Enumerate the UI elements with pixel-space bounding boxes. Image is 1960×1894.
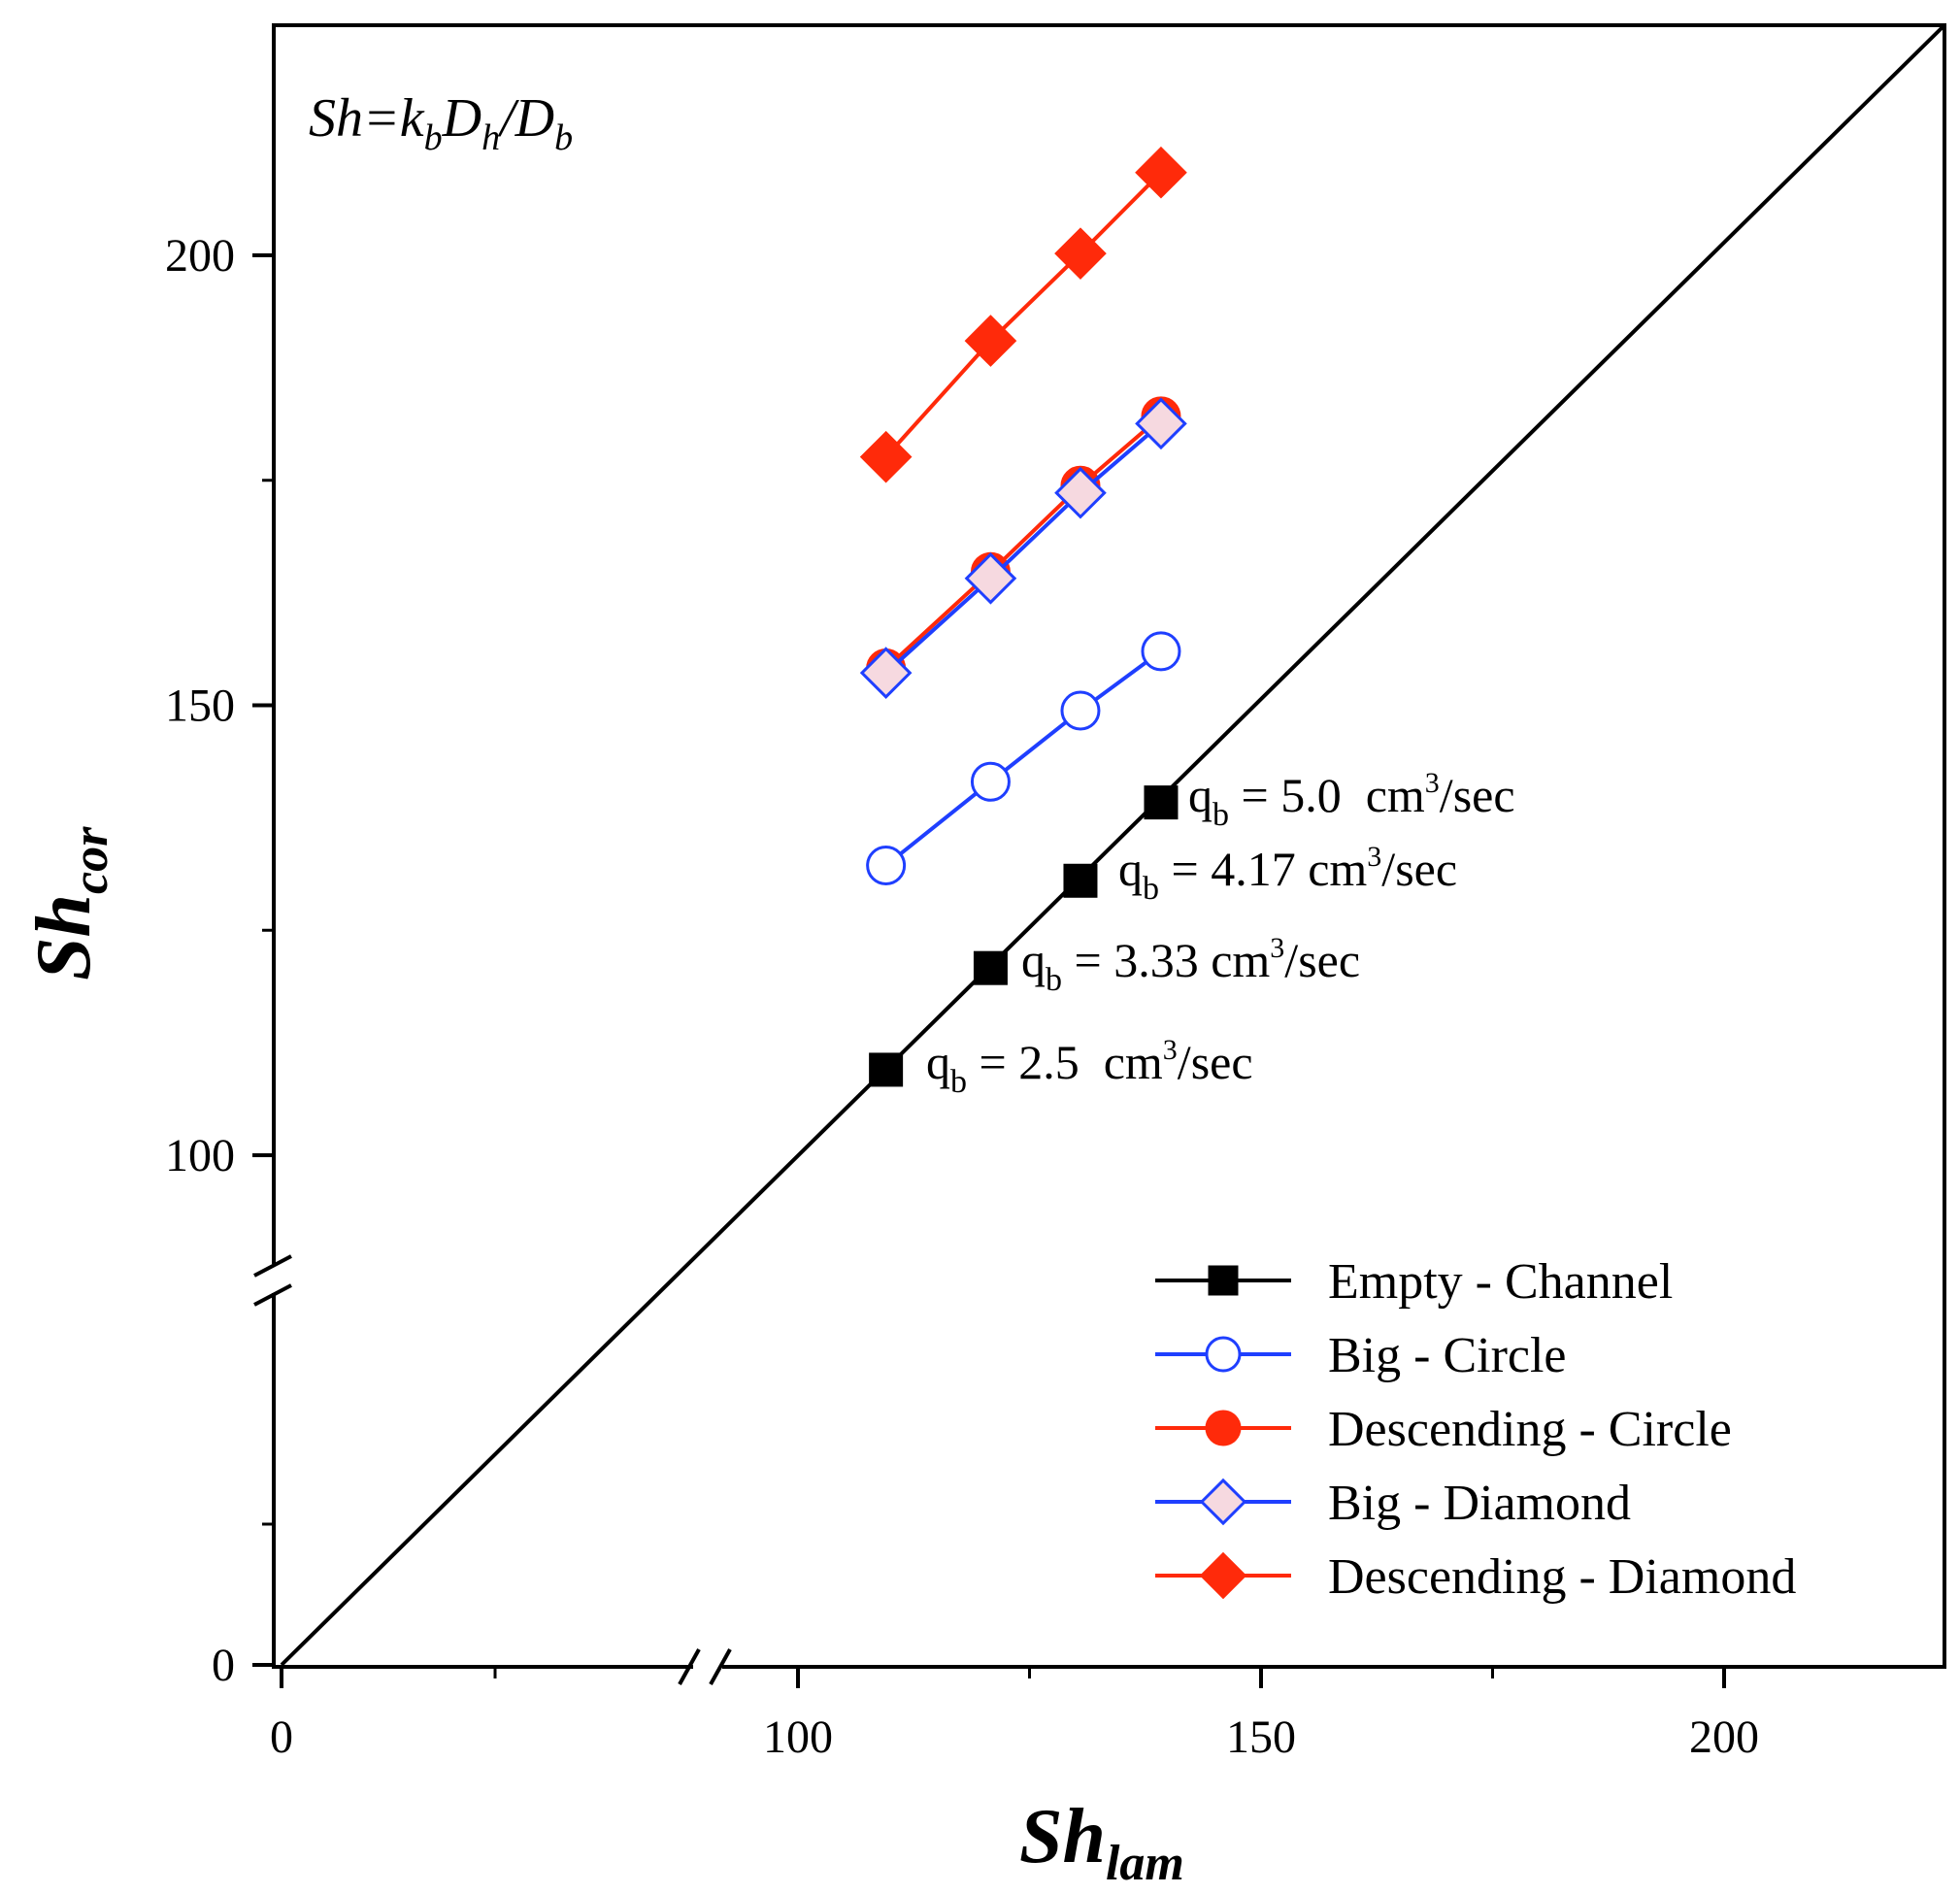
- x-break-mark: [678, 1648, 701, 1685]
- legend-label: Descending - Circle: [1328, 1402, 1732, 1457]
- series-line: [884, 421, 1163, 675]
- data-point: [964, 315, 1017, 367]
- data-point: [964, 551, 1017, 605]
- formula-annotation: Sh=kbDh/Db: [309, 88, 573, 158]
- x-tick-label: 100: [763, 1711, 833, 1763]
- diagonal-line: [280, 23, 1946, 1667]
- data-point: [1135, 397, 1187, 450]
- series-line: [884, 649, 1163, 868]
- legend-item: Descending - Diamond: [1155, 1549, 1796, 1605]
- series-descending-diamond: [859, 146, 1187, 483]
- y-break-mark: [253, 1254, 292, 1278]
- legend-marker: [1205, 1336, 1242, 1373]
- legend-label: Empty - Channel: [1328, 1254, 1673, 1310]
- x-break-mark: [709, 1648, 732, 1685]
- series-big-diamond: [859, 397, 1187, 699]
- y-tick-label: 100: [165, 1130, 235, 1181]
- data-point: [869, 1052, 904, 1087]
- legend: Empty - Channel Big - Circle Descending - …: [1155, 1254, 1796, 1605]
- legend-marker: [1199, 1551, 1247, 1600]
- y-tick-label: 150: [165, 681, 235, 732]
- axis-breaks: [253, 1254, 732, 1686]
- flow-rate-label: qb = 3.33 cm3/sec: [1021, 932, 1360, 998]
- flow-rate-label: qb = 5.0 cm3/sec: [1188, 767, 1515, 833]
- series-empty-channel: [869, 785, 1179, 1087]
- legend-marker: [1205, 1410, 1242, 1446]
- series-big-circle: [866, 631, 1181, 886]
- plot-frame: [272, 23, 1946, 1669]
- data-point: [1063, 863, 1098, 898]
- legend-item: Big - Diamond: [1155, 1476, 1631, 1531]
- annotations-group: qb = 5.0 cm3/sec qb = 4.17 cm3/sec qb = 3.…: [926, 767, 1515, 1100]
- y-tick-label: 0: [212, 1640, 235, 1691]
- data-point: [1141, 631, 1181, 672]
- tick-labels: 0 100 150 200 0 100 150 200: [165, 230, 1759, 1763]
- data-point: [859, 647, 913, 699]
- data-point: [1144, 785, 1179, 820]
- x-tick-label: 200: [1689, 1711, 1759, 1763]
- flow-rate-label: qb = 4.17 cm3/sec: [1118, 841, 1457, 907]
- series-line: [884, 171, 1163, 458]
- series-descending-circle: [866, 396, 1181, 688]
- x-tick-label: 0: [270, 1711, 293, 1763]
- y-tick-label: 200: [165, 230, 235, 282]
- legend-marker: [1208, 1265, 1239, 1296]
- flow-rate-label: qb = 2.5 cm3/sec: [926, 1034, 1253, 1100]
- data-point: [1135, 146, 1187, 199]
- data-point: [970, 761, 1011, 802]
- series-group: [859, 146, 1187, 1087]
- legend-label: Descending - Diamond: [1328, 1549, 1796, 1605]
- data-point: [866, 846, 907, 886]
- legend-label: Big - Diamond: [1328, 1476, 1631, 1531]
- data-point: [1054, 466, 1107, 519]
- legend-label: Big - Circle: [1328, 1328, 1567, 1383]
- diagonal-group: [280, 23, 1946, 1667]
- y-break-mark: [253, 1283, 292, 1307]
- legend-item: Empty - Channel: [1155, 1254, 1673, 1310]
- data-point: [1060, 690, 1101, 731]
- legend-item: Big - Circle: [1155, 1328, 1567, 1383]
- x-axis-title: Shlam: [1019, 1794, 1184, 1891]
- data-point: [859, 430, 913, 483]
- data-point: [973, 950, 1008, 985]
- legend-marker: [1199, 1478, 1247, 1526]
- y-axis-title: Shcor: [21, 826, 118, 980]
- series-line: [884, 415, 1163, 670]
- data-point: [1054, 227, 1107, 280]
- legend-item: Descending - Circle: [1155, 1402, 1732, 1457]
- x-tick-label: 150: [1226, 1711, 1296, 1763]
